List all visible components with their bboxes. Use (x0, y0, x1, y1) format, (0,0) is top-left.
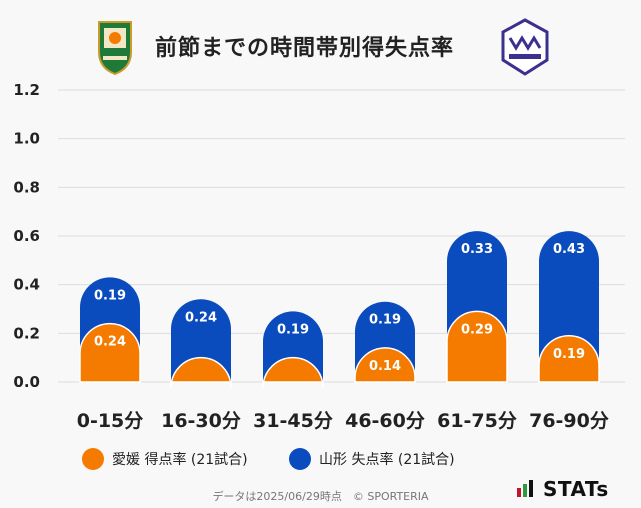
y-tick-label: 0.0 (13, 373, 40, 391)
bar-home (262, 357, 324, 388)
bar-home (79, 322, 141, 383)
data-label-home: 0.19 (553, 347, 585, 362)
legend: 愛媛 得点率 (21試合) 山形 失点率 (21試合) (0, 448, 641, 478)
data-label-away: 0.19 (94, 288, 126, 303)
title-row: 前節までの時間帯別得失点率 (0, 10, 641, 76)
y-tick-label: 0.2 (13, 324, 40, 342)
stats-logo: STATs (517, 477, 609, 501)
legend-item-away: 山形 失点率 (21試合) (289, 448, 455, 470)
home-team-crest-icon (98, 21, 132, 76)
legend-item-home: 愛媛 得点率 (21試合) (82, 448, 248, 470)
x-category-label: 31-45分 (253, 410, 333, 432)
legend-swatch-away (289, 448, 311, 470)
bar-home (170, 357, 232, 388)
legend-label-away: 山形 失点率 (21試合) (319, 452, 455, 468)
bar-home (446, 310, 508, 383)
y-tick-label: 1.2 (13, 81, 40, 99)
y-tick-label: 1.0 (13, 130, 40, 148)
x-category-label: 61-75分 (437, 410, 517, 432)
y-tick-label: 0.8 (13, 178, 40, 196)
x-category-label: 0-15分 (77, 410, 144, 432)
data-label-away: 0.19 (369, 313, 401, 328)
data-label-home: 0.14 (369, 359, 401, 374)
legend-swatch-home (82, 448, 104, 470)
data-label-away: 0.19 (277, 322, 309, 337)
chart-title: 前節までの時間帯別得失点率 (155, 36, 455, 61)
data-label-home: 0.29 (461, 322, 493, 337)
bar-home (538, 335, 600, 383)
x-category-label: 46-60分 (345, 410, 425, 432)
footer-credit: データは2025/06/29時点 © SPORTERIA (212, 490, 429, 503)
stats-logo-icon (517, 480, 533, 497)
data-label-away: 0.33 (461, 242, 493, 257)
stats-brand-text: STATs (543, 477, 609, 501)
x-category-label: 16-30分 (161, 410, 241, 432)
x-category-label: 76-90分 (529, 410, 609, 432)
y-tick-label: 0.4 (13, 276, 40, 294)
bar-home (354, 347, 416, 383)
chart: 0.0 0.2 0.4 0.6 0.8 1.0 1.2 0.19 0.24 0-15分 0.24 16… (13, 81, 625, 432)
data-label-away: 0.43 (553, 242, 585, 257)
data-label-away: 0.24 (185, 310, 217, 325)
legend-label-home: 愛媛 得点率 (21試合) (112, 452, 248, 468)
y-tick-label: 0.6 (13, 227, 40, 245)
data-label-home: 0.24 (94, 335, 126, 350)
away-team-crest-icon (501, 18, 549, 76)
